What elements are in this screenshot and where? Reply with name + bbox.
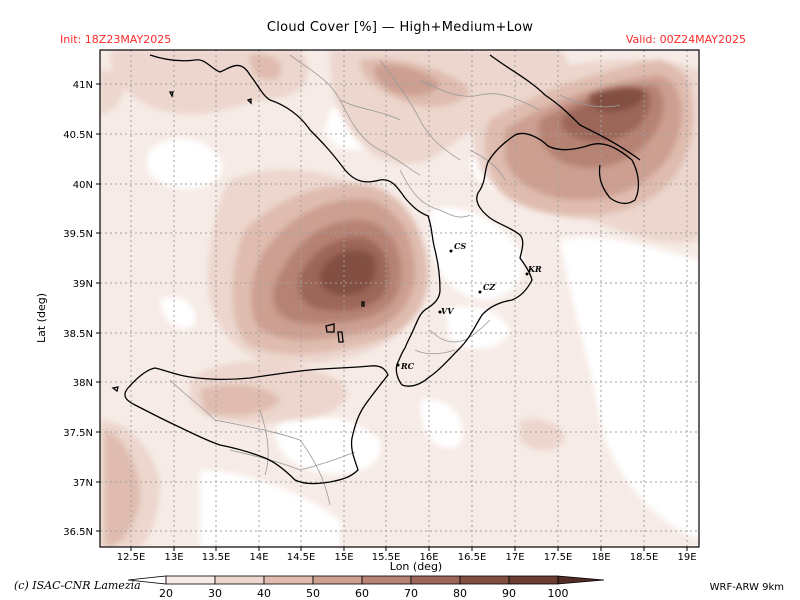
colorbar-label: 20 [159, 587, 173, 600]
x-axis-title: Lon (deg) [390, 560, 442, 573]
colorbar [127, 575, 605, 585]
y-tick-label: 40N [73, 180, 93, 191]
map-title: Cloud Cover [%] — High+Medium+Low [266, 20, 534, 35]
regional-borders [169, 54, 621, 506]
colorbar-label: 50 [306, 587, 320, 600]
colorbar-labels: 20 30 40 50 60 70 80 90 100 [159, 587, 569, 600]
y-tick-labels: 41N 40.5N 40N 39.5N 39N 38.5N 38N 37.5N … [63, 80, 93, 538]
city-dot-vv [438, 310, 442, 314]
colorbar-segment [263, 575, 314, 585]
x-tick-label: 17E [505, 552, 524, 563]
city-markers: CS KR CZ VV RC [396, 241, 542, 371]
init-time-label: Init: 18Z23MAY2025 [60, 33, 172, 46]
y-tick-label: 37N [73, 478, 93, 489]
cloud-level-80 [319, 88, 645, 296]
city-dot-cs [449, 249, 453, 253]
colorbar-segment [165, 575, 216, 585]
x-tick-label: 18.5E [630, 552, 659, 563]
colorbar-segment [459, 575, 510, 585]
sicily-coast [124, 365, 389, 485]
model-label: WRF-ARW 9km [709, 582, 784, 593]
city-dot-kr [525, 272, 529, 276]
colorbar-segment [214, 575, 265, 585]
y-axis-title: Lat (deg) [35, 293, 48, 343]
x-tick-label: 14E [249, 552, 268, 563]
x-tick-label: 13.5E [202, 552, 231, 563]
colorbar-segment [557, 575, 605, 585]
x-tick-label: 13E [164, 552, 183, 563]
coastlines [111, 54, 641, 485]
colorbar-label: 90 [502, 587, 516, 600]
colorbar-label: 70 [404, 587, 418, 600]
y-tick-label: 41N [73, 80, 93, 91]
colorbar-segment [410, 575, 461, 585]
y-tick-label: 38.5N [63, 329, 93, 340]
city-label-rc: RC [400, 361, 415, 371]
aeolian-island-1 [325, 323, 335, 333]
colorbar-segment [508, 575, 559, 585]
islet-north [168, 91, 174, 98]
x-tick-labels: 12.5E 13E 13.5E 14E 14.5E 15E 15.5E 16E … [117, 552, 697, 563]
colorbar-label: 40 [257, 587, 271, 600]
x-tick-label: 14.5E [287, 552, 316, 563]
city-label-cs: CS [454, 241, 466, 251]
x-tick-label: 19E [677, 552, 696, 563]
cloud-cover-field [100, 50, 699, 547]
ischia-islet [246, 98, 252, 105]
city-label-cz: CZ [483, 282, 496, 292]
y-tick-label: 37.5N [63, 428, 93, 439]
colorbar-label: 60 [355, 587, 369, 600]
y-tick-label: 38N [73, 378, 93, 389]
colorbar-segment [312, 575, 363, 585]
city-label-vv: VV [441, 306, 454, 316]
colorbar-label: 100 [548, 587, 569, 600]
x-tick-label: 16E [419, 552, 438, 563]
italy-west-coast [149, 54, 441, 386]
valid-time-label: Valid: 00Z24MAY2025 [625, 33, 746, 46]
stromboli-island [361, 301, 365, 307]
x-tick-label: 17.5E [544, 552, 573, 563]
colorbar-label: 80 [453, 587, 467, 600]
x-tick-label: 15.5E [372, 552, 401, 563]
y-tick-label: 36.5N [63, 527, 93, 538]
adriatic-coast [489, 54, 641, 161]
y-tick-label: 39.5N [63, 229, 93, 240]
axis-ticks [96, 83, 688, 551]
y-tick-label: 40.5N [63, 130, 93, 141]
city-dot-cz [478, 290, 482, 294]
colorbar-segment [361, 575, 412, 585]
x-tick-label: 16.5E [458, 552, 487, 563]
x-tick-label: 15E [334, 552, 353, 563]
x-tick-label: 18E [591, 552, 610, 563]
ustica-island [111, 386, 119, 393]
colorbar-label: 30 [208, 587, 222, 600]
y-tick-label: 39N [73, 279, 93, 290]
city-dot-rc [396, 363, 400, 367]
calabria-east-coast [401, 132, 640, 387]
copyright-label: (c) ISAC-CNR Lamezia [14, 579, 141, 592]
city-label-kr: KR [527, 264, 542, 274]
plot-frame [99, 49, 700, 548]
x-tick-label: 12.5E [117, 552, 146, 563]
aeolian-island-2 [337, 331, 344, 343]
